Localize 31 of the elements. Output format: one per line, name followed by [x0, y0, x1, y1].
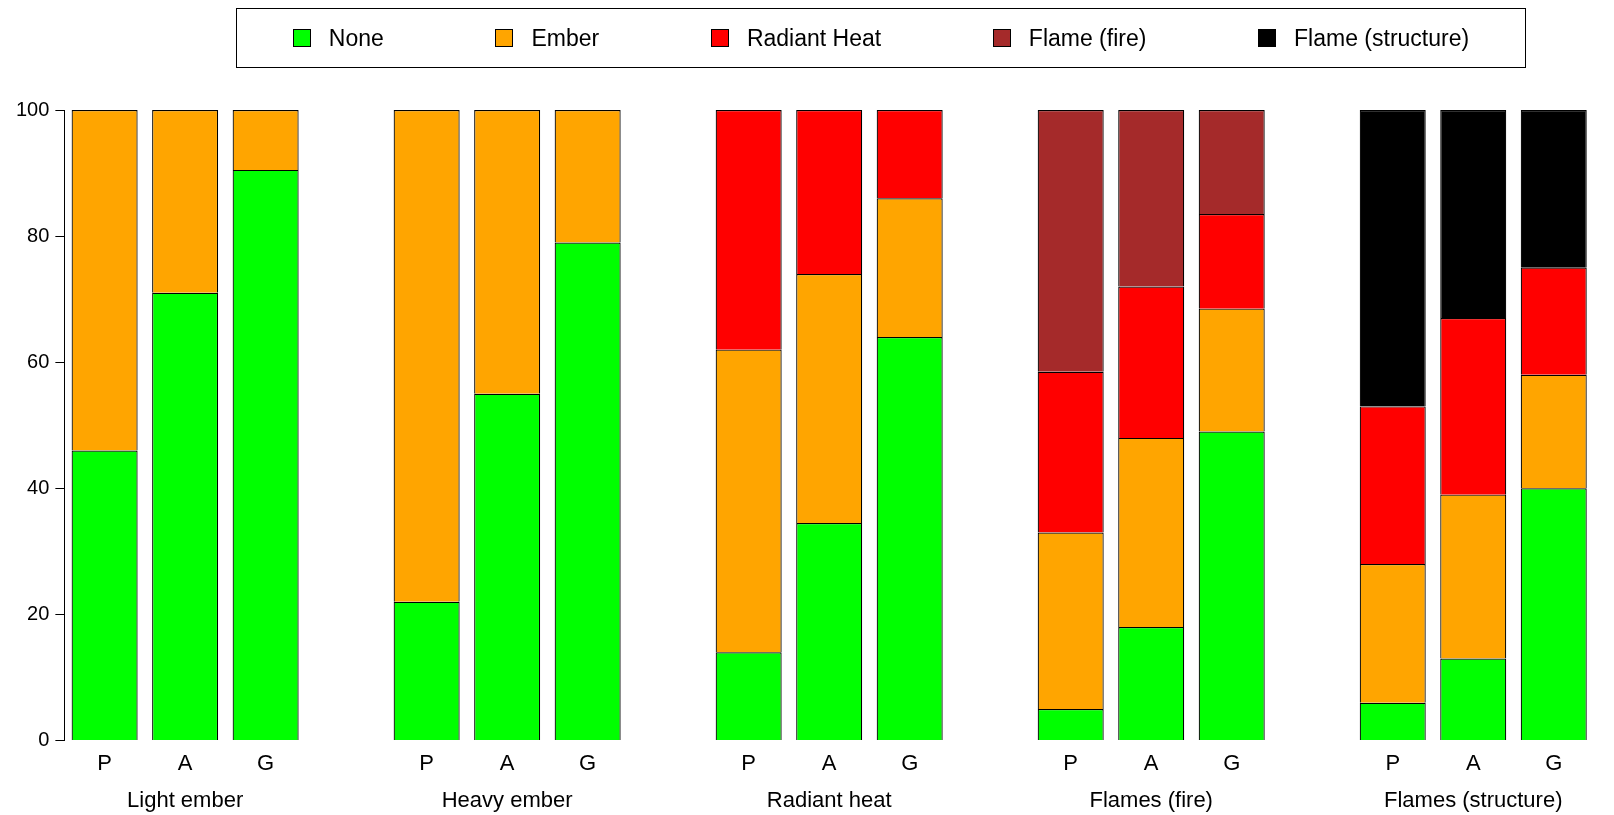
x-tick-label: G [1545, 749, 1563, 775]
x-tick-label: G [257, 749, 275, 775]
y-tick-label: 60 [27, 349, 50, 372]
x-tick-label: G [1223, 749, 1241, 775]
x-tick-label: A [177, 749, 193, 775]
legend-label: Flame (structure) [1294, 24, 1470, 52]
text: Flames (fire) [1089, 787, 1213, 813]
x-tick-label: P [97, 749, 112, 775]
x-tick-label: A [1465, 749, 1481, 775]
y-tick-label: 100 [15, 97, 50, 120]
text: Heavy ember [441, 787, 573, 813]
y-tick-label: 40 [27, 475, 50, 498]
x-tick-label: P [1063, 749, 1079, 775]
legend-label: Ember [531, 24, 600, 52]
legend-label: Radiant Heat [746, 24, 882, 52]
text: Flames (structure) [1384, 787, 1563, 813]
x-tick-label: G [579, 749, 597, 775]
legend-label: Flame (fire) [1028, 24, 1147, 52]
x-tick-label: P [419, 749, 434, 775]
text: Light ember [127, 787, 244, 813]
y-tick-label: 20 [27, 602, 50, 624]
x-tick-label: A [821, 749, 837, 775]
legend-label: None [328, 24, 384, 52]
text: Radiant heat [766, 787, 892, 813]
x-tick-label: A [1143, 749, 1159, 775]
x-tick-label: P [741, 749, 757, 775]
x-tick-label: A [499, 749, 515, 775]
x-tick-label: P [1385, 749, 1401, 775]
y-tick-label: 0 [38, 728, 50, 751]
y-tick-label: 80 [27, 223, 50, 246]
x-tick-label: G [901, 749, 919, 775]
